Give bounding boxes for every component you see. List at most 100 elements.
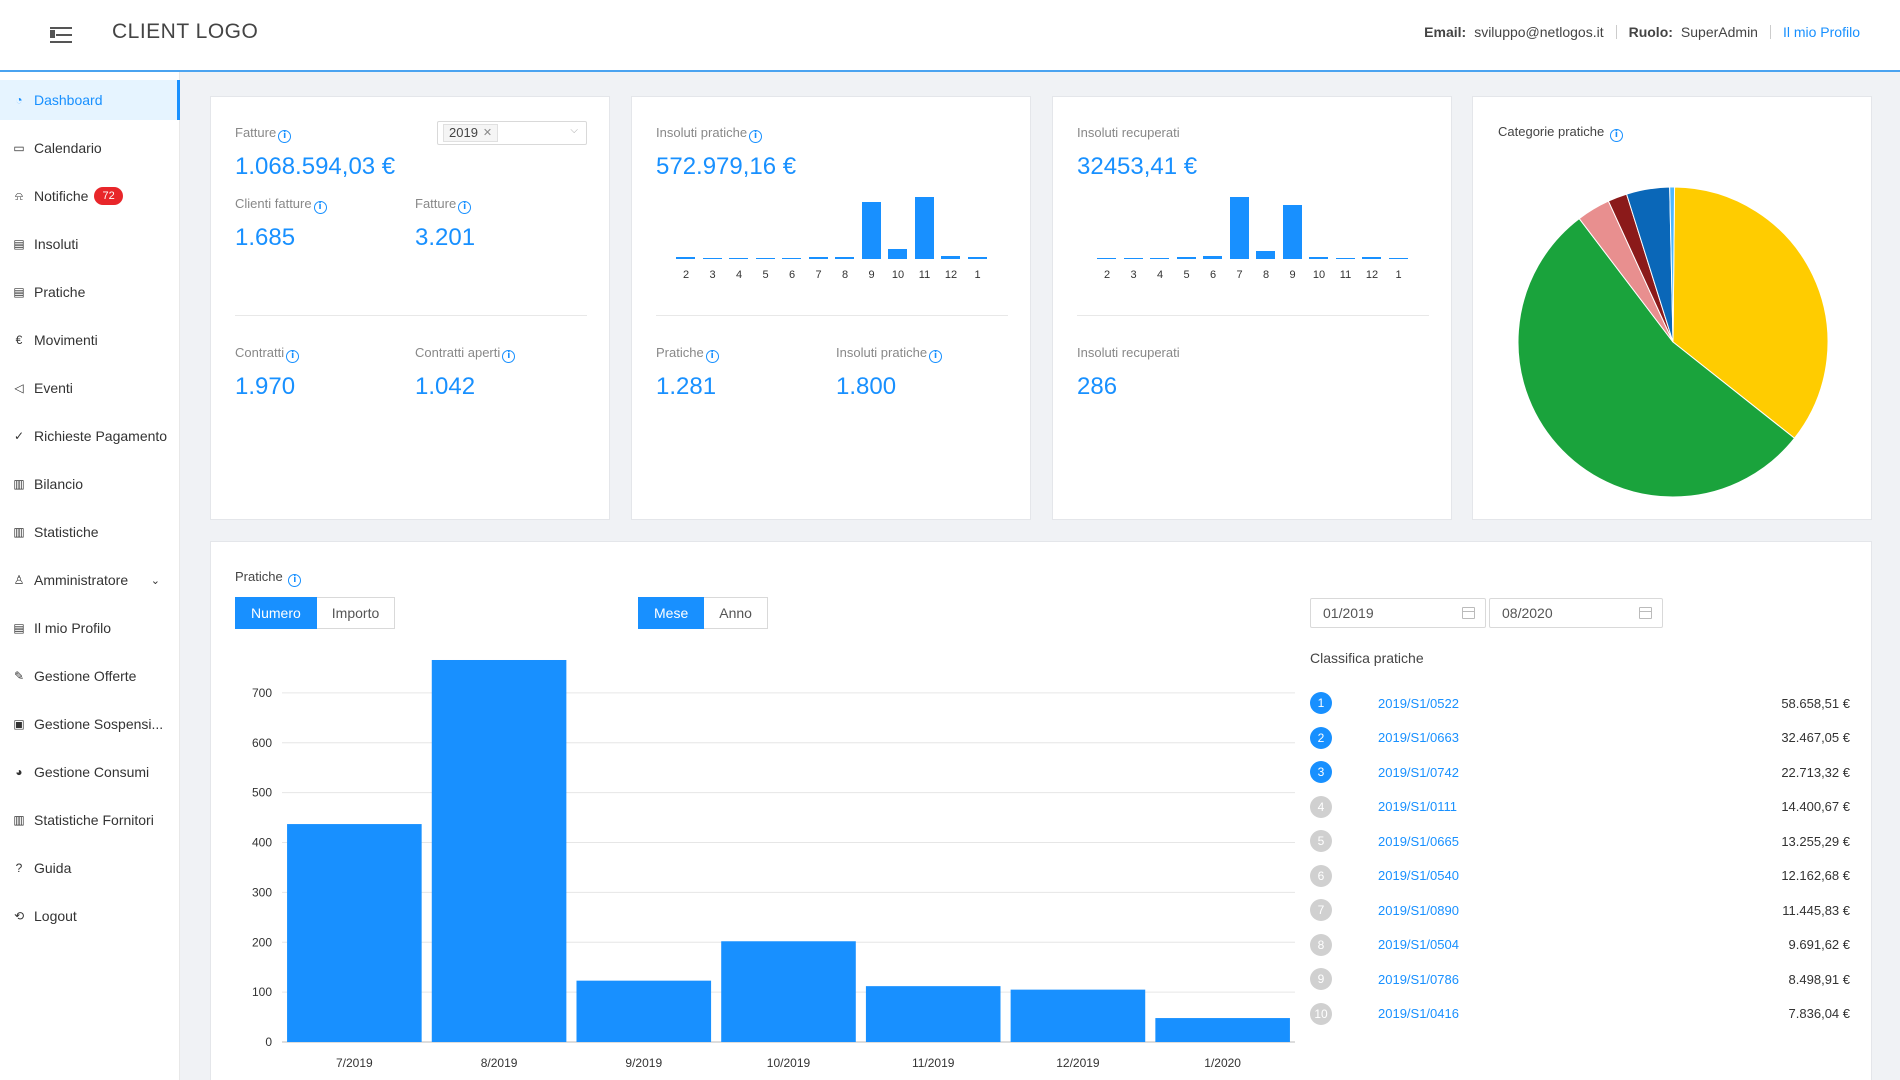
pratica-link[interactable]: 2019/S1/0663 — [1378, 730, 1459, 745]
pratica-link[interactable]: 2019/S1/0890 — [1378, 902, 1459, 918]
rank-number: 3 — [1310, 761, 1332, 783]
mini-bar[interactable] — [835, 257, 854, 259]
mini-tick-label: 10 — [1312, 269, 1326, 281]
anno-button[interactable]: Anno — [704, 597, 768, 629]
pratica-link[interactable]: 2019/S1/0540 — [1378, 868, 1459, 883]
sidebar-item-dashboard[interactable]: ◔ Dashboard — [0, 80, 180, 120]
pie-slice[interactable] — [1669, 186, 1676, 343]
mini-tick-label: 1 — [1395, 269, 1402, 281]
mini-bar[interactable] — [1335, 258, 1355, 259]
ranking-row: 7 2019/S1/0890 11.445,83 € — [1310, 895, 1850, 925]
sidebar-item-amministratore[interactable]: ♙ Amministratore ⌄ — [0, 560, 180, 600]
info-icon[interactable]: i — [1608, 124, 1623, 142]
mini-bar[interactable] — [1123, 258, 1143, 259]
chart-bar[interactable] — [576, 980, 712, 1042]
mini-bar[interactable] — [702, 258, 722, 259]
sidebar-item-guida[interactable]: ? Guida — [0, 848, 180, 888]
dashboard-icon: ◔ — [15, 93, 23, 107]
date-to-input[interactable]: 08/2020 — [1489, 598, 1663, 628]
info-icon[interactable]: i — [749, 130, 763, 143]
sidebar-item-gestione-offerte[interactable]: ✎ Gestione Offerte — [0, 656, 180, 696]
mini-tick-label: 3 — [709, 269, 716, 281]
pratica-link[interactable]: 2019/S1/0786 — [1378, 971, 1459, 987]
mini-bar[interactable] — [861, 201, 881, 259]
mini-tick-label: 6 — [788, 269, 796, 281]
pratica-link[interactable]: 2019/S1/0665 — [1378, 833, 1459, 849]
pratica-link[interactable]: 2019/S1/0522 — [1378, 695, 1459, 711]
sidebar-item-gestione-sospensi[interactable]: ▣ Gestione Sospensi... — [0, 704, 180, 744]
mini-bar[interactable] — [808, 257, 828, 259]
sidebar-item-gestione-consumi[interactable]: ◕ Gestione Consumi — [0, 752, 180, 792]
menu-toggle-icon[interactable] — [50, 24, 74, 46]
chart-bar[interactable] — [287, 824, 422, 1042]
pratica-amount: 58.658,51 € — [1781, 695, 1850, 711]
sidebar-item-eventi[interactable]: ◁ Eventi — [0, 368, 180, 408]
mini-bar[interactable] — [1388, 258, 1408, 259]
pratica-link[interactable]: 2019/S1/0111 — [1378, 799, 1458, 814]
chart-bar[interactable] — [431, 659, 567, 1042]
mini-tick-label: 4 — [735, 269, 743, 281]
y-tick-label: 300 — [252, 885, 272, 899]
mini-bar[interactable] — [967, 257, 987, 259]
bar-chart-icon: ▥ — [13, 525, 25, 539]
pause-doc-icon: ▣ — [13, 717, 25, 731]
sidebar-item-movimenti[interactable]: € Movimenti — [0, 320, 180, 360]
pie-slice[interactable] — [1517, 217, 1796, 498]
pratica-link[interactable]: 2019/S1/0416 — [1378, 1006, 1459, 1021]
profile-link[interactable]: Il mio Profilo — [1782, 24, 1860, 40]
date-from-input[interactable]: 01/2019 — [1310, 598, 1486, 628]
pratica-amount: 11.445,83 € — [1782, 902, 1850, 918]
pie-icon: ◕ — [15, 765, 23, 779]
pratica-link[interactable]: 2019/S1/0504 — [1378, 937, 1459, 952]
mini-bar[interactable] — [914, 197, 934, 259]
numero-button[interactable]: Numero — [235, 597, 317, 629]
mini-bar[interactable] — [1256, 250, 1275, 259]
year-select[interactable]: 2019 ✕ ⌵ — [437, 121, 587, 145]
info-icon[interactable]: i — [458, 201, 472, 214]
info-icon[interactable]: i — [278, 130, 292, 143]
mini-bar[interactable] — [888, 249, 907, 259]
mini-bar[interactable] — [1362, 257, 1381, 259]
pie-slice[interactable] — [1672, 186, 1829, 439]
pratica-amount: 14.400,67 € — [1781, 799, 1850, 814]
pratiche-value: 1.281 — [656, 373, 717, 400]
sidebar-item-insoluti[interactable]: ▤ Insoluti — [0, 224, 180, 264]
mini-bar[interactable] — [1229, 197, 1249, 259]
sidebar-item-bilancio[interactable]: ▥ Bilancio — [0, 464, 180, 504]
sidebar-item-notifiche[interactable]: ⍾ Notifiche 72 — [0, 176, 180, 216]
sidebar-item-calendario[interactable]: ▭ Calendario — [0, 128, 180, 168]
importo-button[interactable]: Importo — [316, 597, 396, 629]
mini-bar[interactable] — [676, 257, 695, 259]
info-icon[interactable]: i — [286, 350, 300, 363]
remove-tag-icon[interactable]: ✕ — [482, 127, 493, 139]
ranking-row: 1 2019/S1/0522 58.658,51 € — [1310, 688, 1850, 718]
mini-bar[interactable] — [782, 258, 801, 259]
mini-bar[interactable] — [1203, 255, 1222, 259]
mini-bar[interactable] — [1097, 258, 1116, 259]
mini-bar[interactable] — [941, 255, 960, 259]
chart-bar[interactable] — [721, 941, 856, 1042]
chart-bar[interactable] — [1155, 1018, 1290, 1042]
sidebar-item-logout[interactable]: ⟲ Logout — [0, 896, 180, 936]
mini-tick-label: 4 — [1156, 269, 1164, 281]
sidebar-item-il-mio-profilo[interactable]: ▤ Il mio Profilo — [0, 608, 180, 648]
chart-bar[interactable] — [865, 986, 1001, 1042]
sidebar-item-statistiche-fornitori[interactable]: ▥ Statistiche Fornitori — [0, 800, 180, 840]
info-icon[interactable]: i — [929, 350, 943, 363]
pratica-link[interactable]: 2019/S1/0742 — [1378, 764, 1459, 780]
info-icon[interactable]: i — [313, 201, 327, 214]
sidebar-item-richieste-pagamento[interactable]: ✓ Richieste Pagamento — [0, 416, 180, 456]
info-icon[interactable]: i — [705, 350, 719, 363]
mini-bar[interactable] — [1282, 205, 1302, 259]
info-icon[interactable]: i — [502, 350, 516, 363]
chart-bar[interactable] — [1010, 989, 1146, 1042]
mese-button[interactable]: Mese — [638, 597, 705, 629]
sidebar-item-pratiche[interactable]: ▤ Pratiche — [0, 272, 180, 312]
mini-bar[interactable] — [1309, 257, 1328, 259]
sidebar-item-statistiche[interactable]: ▥ Statistiche — [0, 512, 180, 552]
mini-bar[interactable] — [1150, 258, 1169, 259]
mini-bar[interactable] — [1176, 257, 1196, 259]
mini-bar[interactable] — [729, 258, 748, 259]
mini-bar[interactable] — [755, 258, 775, 259]
info-icon[interactable]: i — [288, 574, 302, 587]
